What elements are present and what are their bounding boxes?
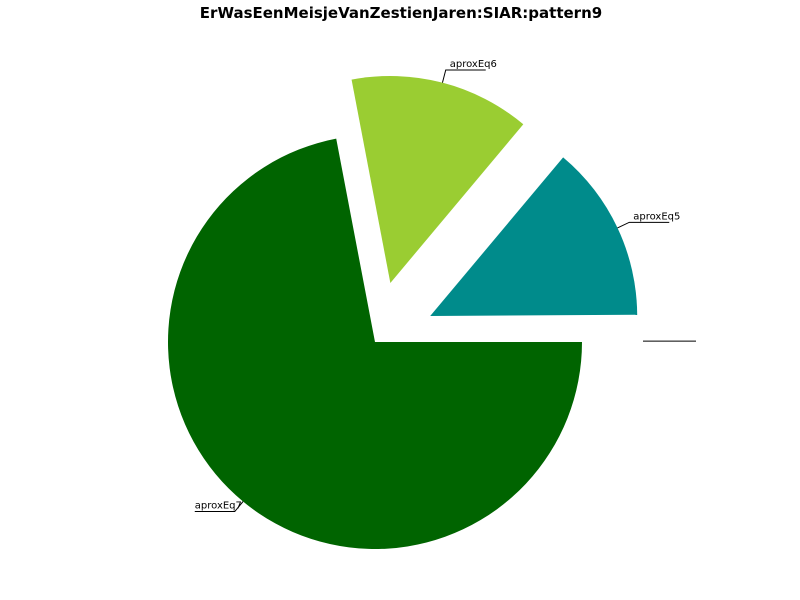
slice-leader-line-1 — [617, 221, 670, 229]
pie-slice-3 — [168, 138, 582, 549]
slice-label-1: aproxEq5 — [633, 211, 680, 222]
pie-slice-0 — [435, 340, 643, 342]
pie-slice-1 — [430, 157, 638, 317]
pie-slice-2 — [351, 75, 524, 283]
chart-title: ErWasEenMeisjeVanZestienJaren:SIAR:patte… — [200, 4, 602, 22]
slice-leader-line-2 — [441, 69, 486, 83]
slice-leader-line-3 — [194, 501, 244, 513]
pie-slices — [168, 75, 643, 549]
slice-label-2: aproxEq6 — [450, 59, 497, 70]
slice-label-3: aproxEq7 — [195, 501, 242, 512]
pie-labels: aproxEq5 aproxEq6 aproxEq7 — [194, 59, 696, 513]
